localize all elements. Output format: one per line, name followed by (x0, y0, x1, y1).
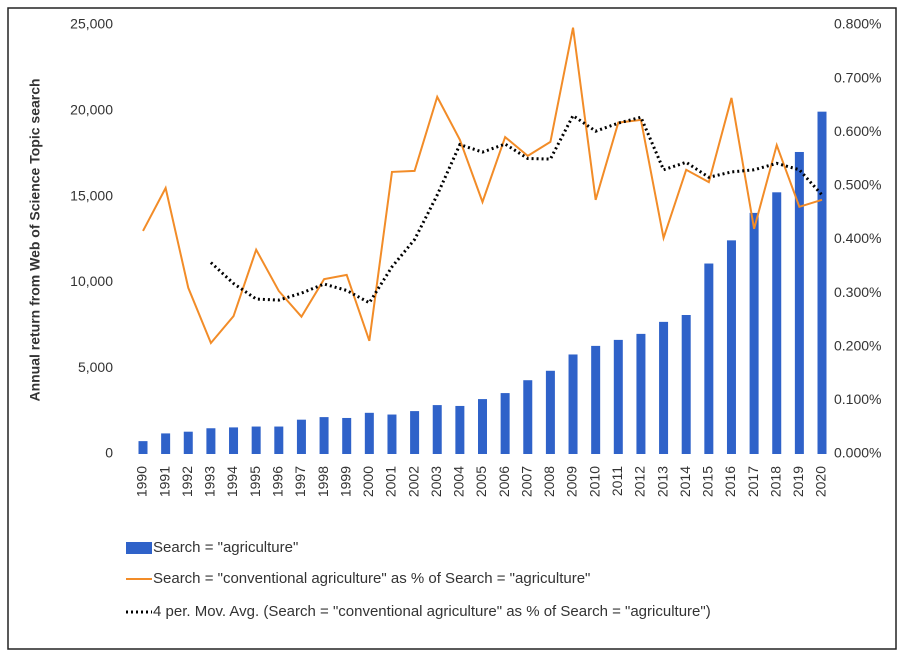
x-tick-label: 2012 (632, 466, 648, 497)
legend-label: Search = "conventional agriculture" as %… (153, 570, 590, 587)
x-tick-label: 2002 (405, 466, 421, 497)
bar (229, 427, 239, 454)
bar (432, 405, 442, 454)
y-tick-label: 15,000 (70, 187, 113, 203)
x-tick-label: 1998 (315, 466, 331, 497)
chart-frame (7, 7, 897, 650)
y2-tick-label: 0.400% (834, 230, 881, 246)
bar (455, 405, 465, 454)
bar (681, 315, 691, 454)
x-tick-label: 2000 (360, 466, 376, 497)
x-tick-label: 1999 (337, 466, 353, 497)
y2-tick-label: 0.600% (834, 123, 881, 139)
y2-tick-label: 0.700% (834, 69, 881, 85)
y2-tick-label: 0.500% (834, 177, 881, 193)
x-tick-label: 1990 (134, 466, 150, 497)
legend-swatch (126, 542, 152, 554)
line (142, 27, 823, 345)
x-tick-label: 2019 (790, 466, 806, 497)
y-axis-label: Annual return from Web of Science Topic … (27, 78, 43, 401)
x-tick-label: 2017 (745, 466, 761, 497)
bar (794, 151, 804, 454)
x-tick-label: 2003 (428, 466, 444, 497)
bar (296, 419, 306, 454)
bar (523, 380, 533, 454)
x-tick-label: 1995 (247, 466, 263, 497)
x-tick-label: 2005 (473, 466, 489, 497)
bar (387, 414, 397, 454)
bar (545, 370, 555, 454)
x-tick-label: 1994 (224, 466, 240, 497)
bar (364, 412, 374, 454)
x-tick-label: 2007 (518, 466, 534, 497)
bar (636, 333, 646, 454)
bar (591, 345, 601, 454)
bar (478, 399, 487, 454)
y2-tick-label: 0.300% (834, 284, 881, 300)
bar (319, 417, 329, 454)
x-tick-label: 2016 (722, 466, 738, 497)
bar (161, 433, 171, 454)
y-tick-label: 25,000 (70, 16, 113, 32)
bar (817, 111, 827, 455)
bar (138, 441, 148, 454)
x-tick-label: 2010 (586, 466, 602, 497)
bar (342, 417, 352, 454)
x-tick-label: 2001 (383, 466, 399, 497)
legend-label: 4 per. Mov. Avg. (Search = "conventional… (153, 603, 711, 620)
bar (206, 428, 216, 454)
bar (613, 339, 623, 454)
bar (274, 426, 284, 454)
bar (183, 431, 193, 454)
y2-tick-label: 0.200% (834, 337, 881, 353)
moving-average-line (209, 113, 824, 305)
x-tick-label: 2018 (767, 466, 783, 497)
y2-tick-label: 0.800% (834, 16, 881, 32)
x-tick-label: 2014 (677, 466, 693, 497)
x-tick-label: 1996 (270, 466, 286, 497)
x-tick-label: 2020 (813, 466, 829, 497)
y-tick-label: 10,000 (70, 273, 113, 289)
bar (500, 393, 510, 454)
y-tick-label: 20,000 (70, 102, 113, 118)
y2-tick-label: 0.100% (834, 391, 881, 407)
x-tick-label: 2006 (496, 466, 512, 497)
bar (749, 212, 759, 454)
x-tick-label: 2004 (451, 466, 467, 497)
x-tick-label: 1991 (156, 466, 172, 497)
bar (568, 354, 578, 454)
y2-tick-label: 0.000% (834, 445, 881, 461)
x-tick-label: 1997 (292, 466, 308, 497)
bar (772, 192, 782, 454)
y-tick-label: 0 (105, 445, 113, 461)
x-tick-label: 2011 (609, 466, 625, 496)
x-tick-label: 2015 (700, 466, 716, 497)
y-tick-label: 5,000 (78, 359, 113, 375)
bar (726, 240, 736, 454)
legend-label: Search = "agriculture" (153, 539, 298, 556)
x-tick-label: 1992 (179, 466, 195, 497)
x-tick-label: 2009 (564, 466, 580, 497)
x-tick-label: 2008 (541, 466, 557, 497)
x-tick-label: 2013 (654, 466, 670, 497)
bar (704, 263, 714, 454)
bar (659, 321, 669, 454)
x-tick-label: 1993 (202, 466, 218, 497)
bar (410, 411, 420, 454)
bar (251, 426, 261, 454)
